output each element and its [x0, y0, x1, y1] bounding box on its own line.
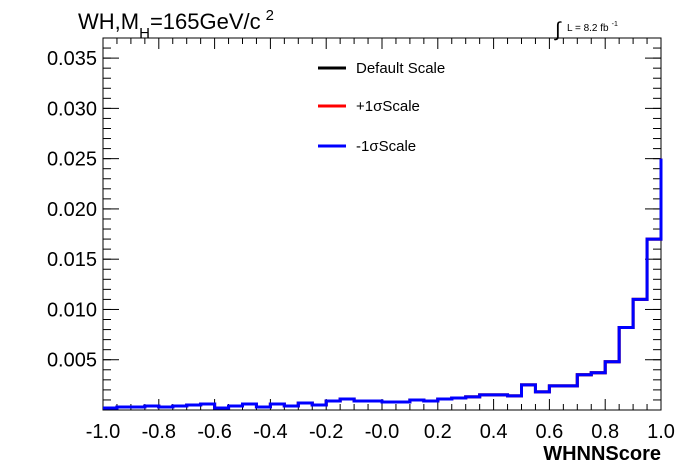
- luminosity-superscript: -1: [612, 21, 618, 28]
- x-tick-label: -0.4: [253, 421, 287, 443]
- y-tick-label: 0.035: [47, 48, 97, 70]
- series-line-1: [103, 158, 663, 410]
- x-axis: -1.0 -0.8 -0.6 -0.4 -0.2 -0.0 0.2 0.4 0.6 0.8 1.0: [86, 38, 675, 443]
- legend-label: Default Scale: [356, 60, 445, 77]
- chart-title: WH,MH=165GeV/c 2: [78, 7, 274, 42]
- x-tick-label: -0.2: [309, 421, 343, 443]
- title-main: =165GeV/c: [150, 9, 261, 34]
- legend-label: +1σScale: [356, 98, 420, 115]
- x-tick-label: 0.6: [535, 421, 563, 443]
- series-line-0: [103, 158, 663, 410]
- x-tick-label: -1.0: [86, 421, 120, 443]
- x-axis-title: WHNNScore: [543, 443, 661, 465]
- luminosity-text: L = 8.2 fb -1: [567, 21, 618, 34]
- x-tick-label: 0.8: [591, 421, 619, 443]
- x-tick-label: -0.6: [197, 421, 231, 443]
- luminosity-label: ∫ L = 8.2 fb -1: [554, 19, 618, 41]
- integral-icon: ∫: [554, 19, 562, 41]
- title-subscript: H: [139, 25, 150, 42]
- y-axis: 0.005 0.010 0.015 0.020 0.025 0.030 0.035: [47, 47, 661, 401]
- series-line-2: [103, 158, 663, 410]
- title-prefix: WH,M: [78, 9, 139, 34]
- x-tick-label: -0.8: [142, 421, 176, 443]
- legend-label: -1σScale: [356, 138, 416, 155]
- x-tick-label: 0.4: [480, 421, 508, 443]
- y-tick-label: 0.025: [47, 149, 97, 171]
- title-superscript: 2: [266, 7, 274, 24]
- y-tick-label: 0.015: [47, 249, 97, 271]
- plot-frame: [102, 37, 662, 411]
- x-tick-label: 1.0: [647, 421, 675, 443]
- y-tick-label: 0.030: [47, 98, 97, 120]
- x-tick-label: -0.0: [365, 421, 399, 443]
- legend: Default Scale +1σScale -1σScale: [318, 60, 445, 155]
- y-tick-label: 0.010: [47, 299, 97, 321]
- y-tick-label: 0.020: [47, 199, 97, 221]
- x-tick-label: 0.2: [424, 421, 452, 443]
- y-tick-label: 0.005: [47, 350, 97, 372]
- series-layer: [103, 158, 663, 410]
